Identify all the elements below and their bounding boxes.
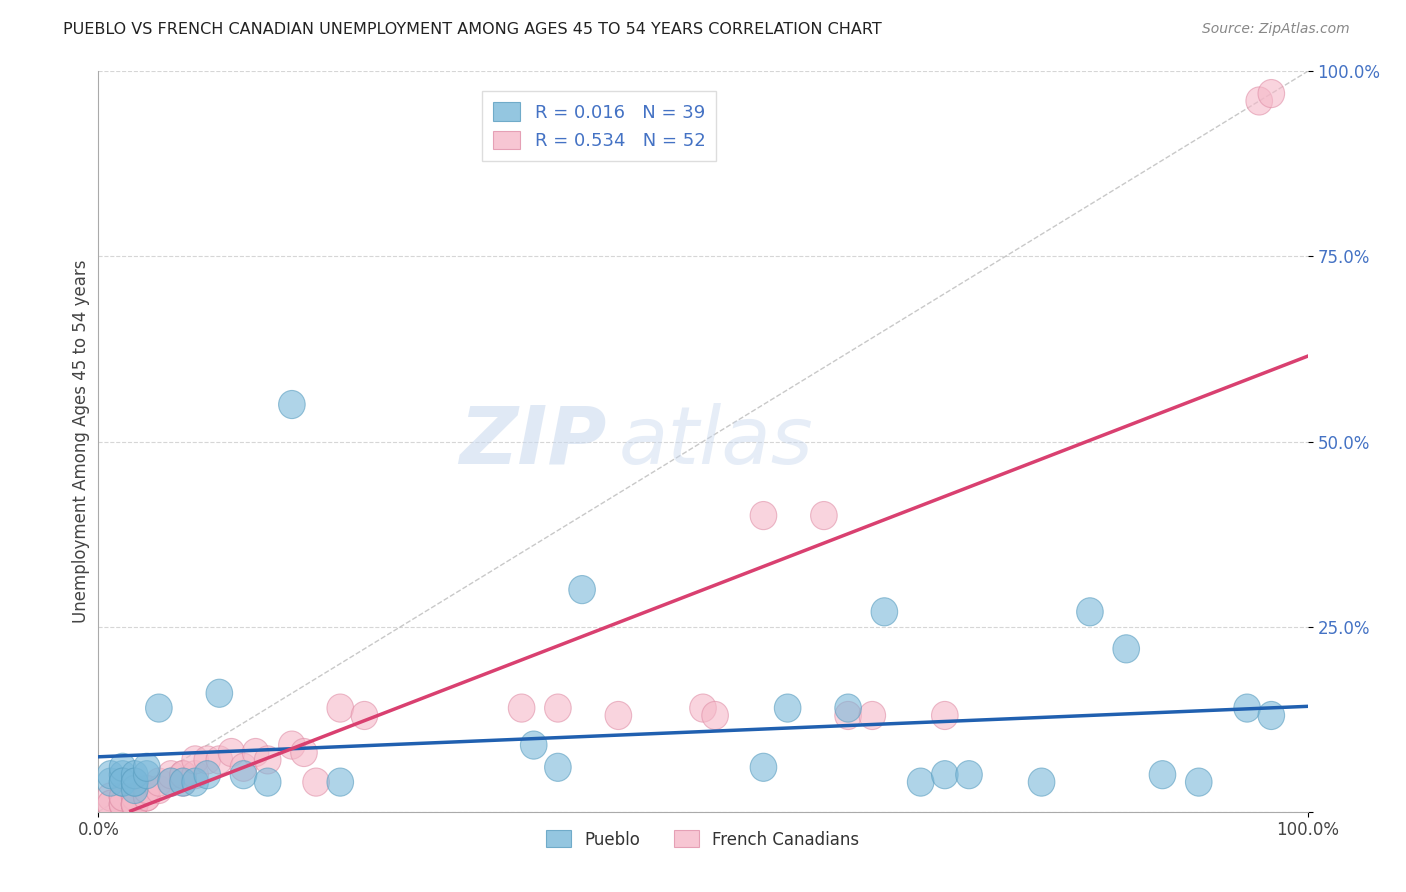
Ellipse shape bbox=[907, 768, 934, 797]
Ellipse shape bbox=[352, 701, 378, 730]
Ellipse shape bbox=[110, 768, 136, 797]
Ellipse shape bbox=[121, 768, 148, 797]
Ellipse shape bbox=[811, 501, 837, 530]
Ellipse shape bbox=[242, 739, 269, 766]
Ellipse shape bbox=[254, 768, 281, 797]
Ellipse shape bbox=[181, 768, 208, 797]
Ellipse shape bbox=[97, 761, 124, 789]
Ellipse shape bbox=[231, 753, 257, 781]
Ellipse shape bbox=[146, 694, 172, 723]
Ellipse shape bbox=[194, 761, 221, 789]
Ellipse shape bbox=[932, 761, 957, 789]
Ellipse shape bbox=[121, 790, 148, 818]
Ellipse shape bbox=[207, 746, 232, 774]
Ellipse shape bbox=[97, 790, 124, 818]
Ellipse shape bbox=[835, 701, 862, 730]
Ellipse shape bbox=[859, 701, 886, 730]
Ellipse shape bbox=[110, 790, 136, 818]
Ellipse shape bbox=[690, 694, 716, 723]
Text: ZIP: ZIP bbox=[458, 402, 606, 481]
Ellipse shape bbox=[520, 731, 547, 759]
Ellipse shape bbox=[775, 694, 801, 723]
Ellipse shape bbox=[134, 775, 160, 804]
Ellipse shape bbox=[872, 598, 897, 626]
Ellipse shape bbox=[328, 768, 353, 797]
Ellipse shape bbox=[181, 746, 208, 774]
Ellipse shape bbox=[110, 783, 136, 811]
Ellipse shape bbox=[544, 694, 571, 723]
Ellipse shape bbox=[328, 694, 353, 723]
Ellipse shape bbox=[1234, 694, 1260, 723]
Ellipse shape bbox=[134, 761, 160, 789]
Ellipse shape bbox=[278, 391, 305, 418]
Ellipse shape bbox=[751, 501, 776, 530]
Ellipse shape bbox=[170, 768, 197, 797]
Ellipse shape bbox=[157, 768, 184, 797]
Ellipse shape bbox=[1185, 768, 1212, 797]
Ellipse shape bbox=[110, 783, 136, 811]
Ellipse shape bbox=[170, 761, 197, 789]
Ellipse shape bbox=[97, 790, 124, 818]
Ellipse shape bbox=[134, 753, 160, 781]
Legend: Pueblo, French Canadians: Pueblo, French Canadians bbox=[540, 823, 866, 855]
Ellipse shape bbox=[181, 761, 208, 789]
Ellipse shape bbox=[170, 768, 197, 797]
Ellipse shape bbox=[121, 790, 148, 818]
Ellipse shape bbox=[146, 775, 172, 804]
Ellipse shape bbox=[157, 761, 184, 789]
Ellipse shape bbox=[97, 783, 124, 811]
Ellipse shape bbox=[121, 783, 148, 811]
Ellipse shape bbox=[835, 694, 862, 723]
Ellipse shape bbox=[121, 790, 148, 818]
Y-axis label: Unemployment Among Ages 45 to 54 years: Unemployment Among Ages 45 to 54 years bbox=[72, 260, 90, 624]
Ellipse shape bbox=[1258, 79, 1285, 108]
Ellipse shape bbox=[702, 701, 728, 730]
Ellipse shape bbox=[932, 701, 957, 730]
Ellipse shape bbox=[605, 701, 631, 730]
Ellipse shape bbox=[302, 768, 329, 797]
Ellipse shape bbox=[134, 783, 160, 811]
Ellipse shape bbox=[170, 761, 197, 789]
Ellipse shape bbox=[157, 768, 184, 797]
Ellipse shape bbox=[110, 790, 136, 818]
Ellipse shape bbox=[121, 783, 148, 811]
Ellipse shape bbox=[121, 790, 148, 818]
Ellipse shape bbox=[194, 746, 221, 774]
Ellipse shape bbox=[751, 753, 776, 781]
Ellipse shape bbox=[121, 790, 148, 818]
Ellipse shape bbox=[544, 753, 571, 781]
Text: atlas: atlas bbox=[619, 402, 813, 481]
Ellipse shape bbox=[110, 783, 136, 811]
Ellipse shape bbox=[121, 768, 148, 797]
Ellipse shape bbox=[231, 761, 257, 789]
Ellipse shape bbox=[1246, 87, 1272, 115]
Ellipse shape bbox=[1114, 635, 1139, 663]
Ellipse shape bbox=[1028, 768, 1054, 797]
Ellipse shape bbox=[218, 739, 245, 766]
Ellipse shape bbox=[97, 768, 124, 797]
Ellipse shape bbox=[134, 775, 160, 804]
Ellipse shape bbox=[956, 761, 983, 789]
Ellipse shape bbox=[291, 739, 318, 766]
Text: PUEBLO VS FRENCH CANADIAN UNEMPLOYMENT AMONG AGES 45 TO 54 YEARS CORRELATION CHA: PUEBLO VS FRENCH CANADIAN UNEMPLOYMENT A… bbox=[63, 22, 882, 37]
Ellipse shape bbox=[278, 731, 305, 759]
Ellipse shape bbox=[1077, 598, 1104, 626]
Ellipse shape bbox=[254, 746, 281, 774]
Ellipse shape bbox=[509, 694, 534, 723]
Ellipse shape bbox=[110, 790, 136, 818]
Ellipse shape bbox=[207, 679, 232, 707]
Ellipse shape bbox=[110, 761, 136, 789]
Ellipse shape bbox=[121, 775, 148, 804]
Text: Source: ZipAtlas.com: Source: ZipAtlas.com bbox=[1202, 22, 1350, 37]
Ellipse shape bbox=[110, 753, 136, 781]
Ellipse shape bbox=[569, 575, 595, 604]
Ellipse shape bbox=[1149, 761, 1175, 789]
Ellipse shape bbox=[146, 768, 172, 797]
Ellipse shape bbox=[1258, 701, 1285, 730]
Ellipse shape bbox=[121, 761, 148, 789]
Ellipse shape bbox=[134, 783, 160, 811]
Ellipse shape bbox=[110, 768, 136, 797]
